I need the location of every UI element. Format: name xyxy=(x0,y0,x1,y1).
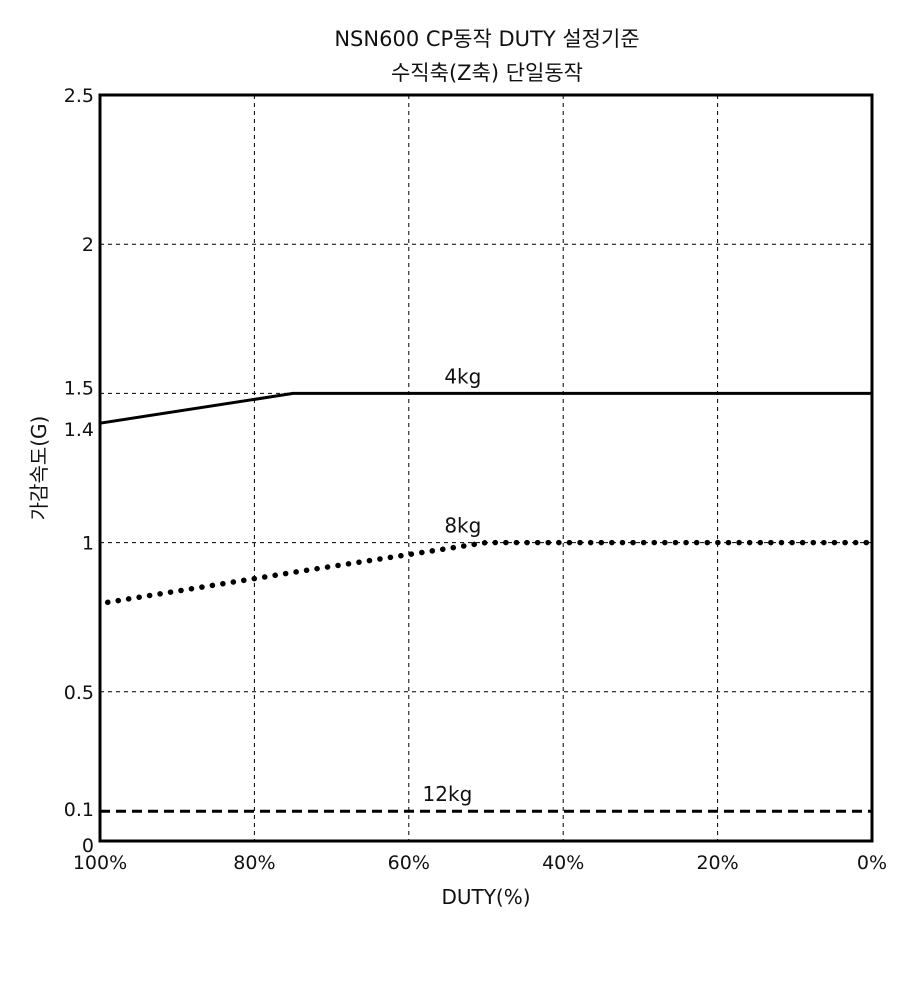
series-label-12kg: 12kg xyxy=(423,782,473,806)
chart-title: NSN600 CP동작 DUTY 설정기준 xyxy=(334,27,639,51)
series-labels: 4kg 8kg 12kg xyxy=(423,364,482,806)
x-tick-label: 0% xyxy=(857,852,887,874)
y-tick-label: 0 xyxy=(82,835,94,857)
x-tick-label: 100% xyxy=(73,852,127,874)
grid xyxy=(100,95,872,841)
chart-subtitle: 수직축(Z축) 단일동작 xyxy=(391,61,583,85)
series-label-8kg: 8kg xyxy=(444,514,481,538)
y-tick-label: 2 xyxy=(82,234,94,256)
plot-frame xyxy=(98,93,874,843)
y-axis-label: 가감속도(G) xyxy=(27,416,51,521)
y-tick-label: 0.1 xyxy=(64,799,94,821)
series-line-8kg xyxy=(104,539,875,606)
x-tick-label: 80% xyxy=(233,852,275,874)
series-label-4kg: 4kg xyxy=(444,364,481,388)
y-tick-label: 2.5 xyxy=(64,85,94,107)
y-tick-label: 1.4 xyxy=(64,419,94,441)
y-tick-label: 0.5 xyxy=(64,682,94,704)
series-line-4kg xyxy=(99,391,872,425)
x-axis-label: DUTY(%) xyxy=(441,885,530,909)
y-tick-label: 1 xyxy=(82,533,94,555)
tick-labels: 100% 80% 60% 40% 20% 0% 0 0.1 0.5 1 1.4 1.5 2 2.5 xyxy=(64,85,887,874)
x-tick-label: 60% xyxy=(388,852,430,874)
y-tick-label: 1.5 xyxy=(64,377,94,399)
x-tick-label: 20% xyxy=(696,852,738,874)
series-layer xyxy=(99,391,875,813)
x-tick-label: 40% xyxy=(542,852,584,874)
